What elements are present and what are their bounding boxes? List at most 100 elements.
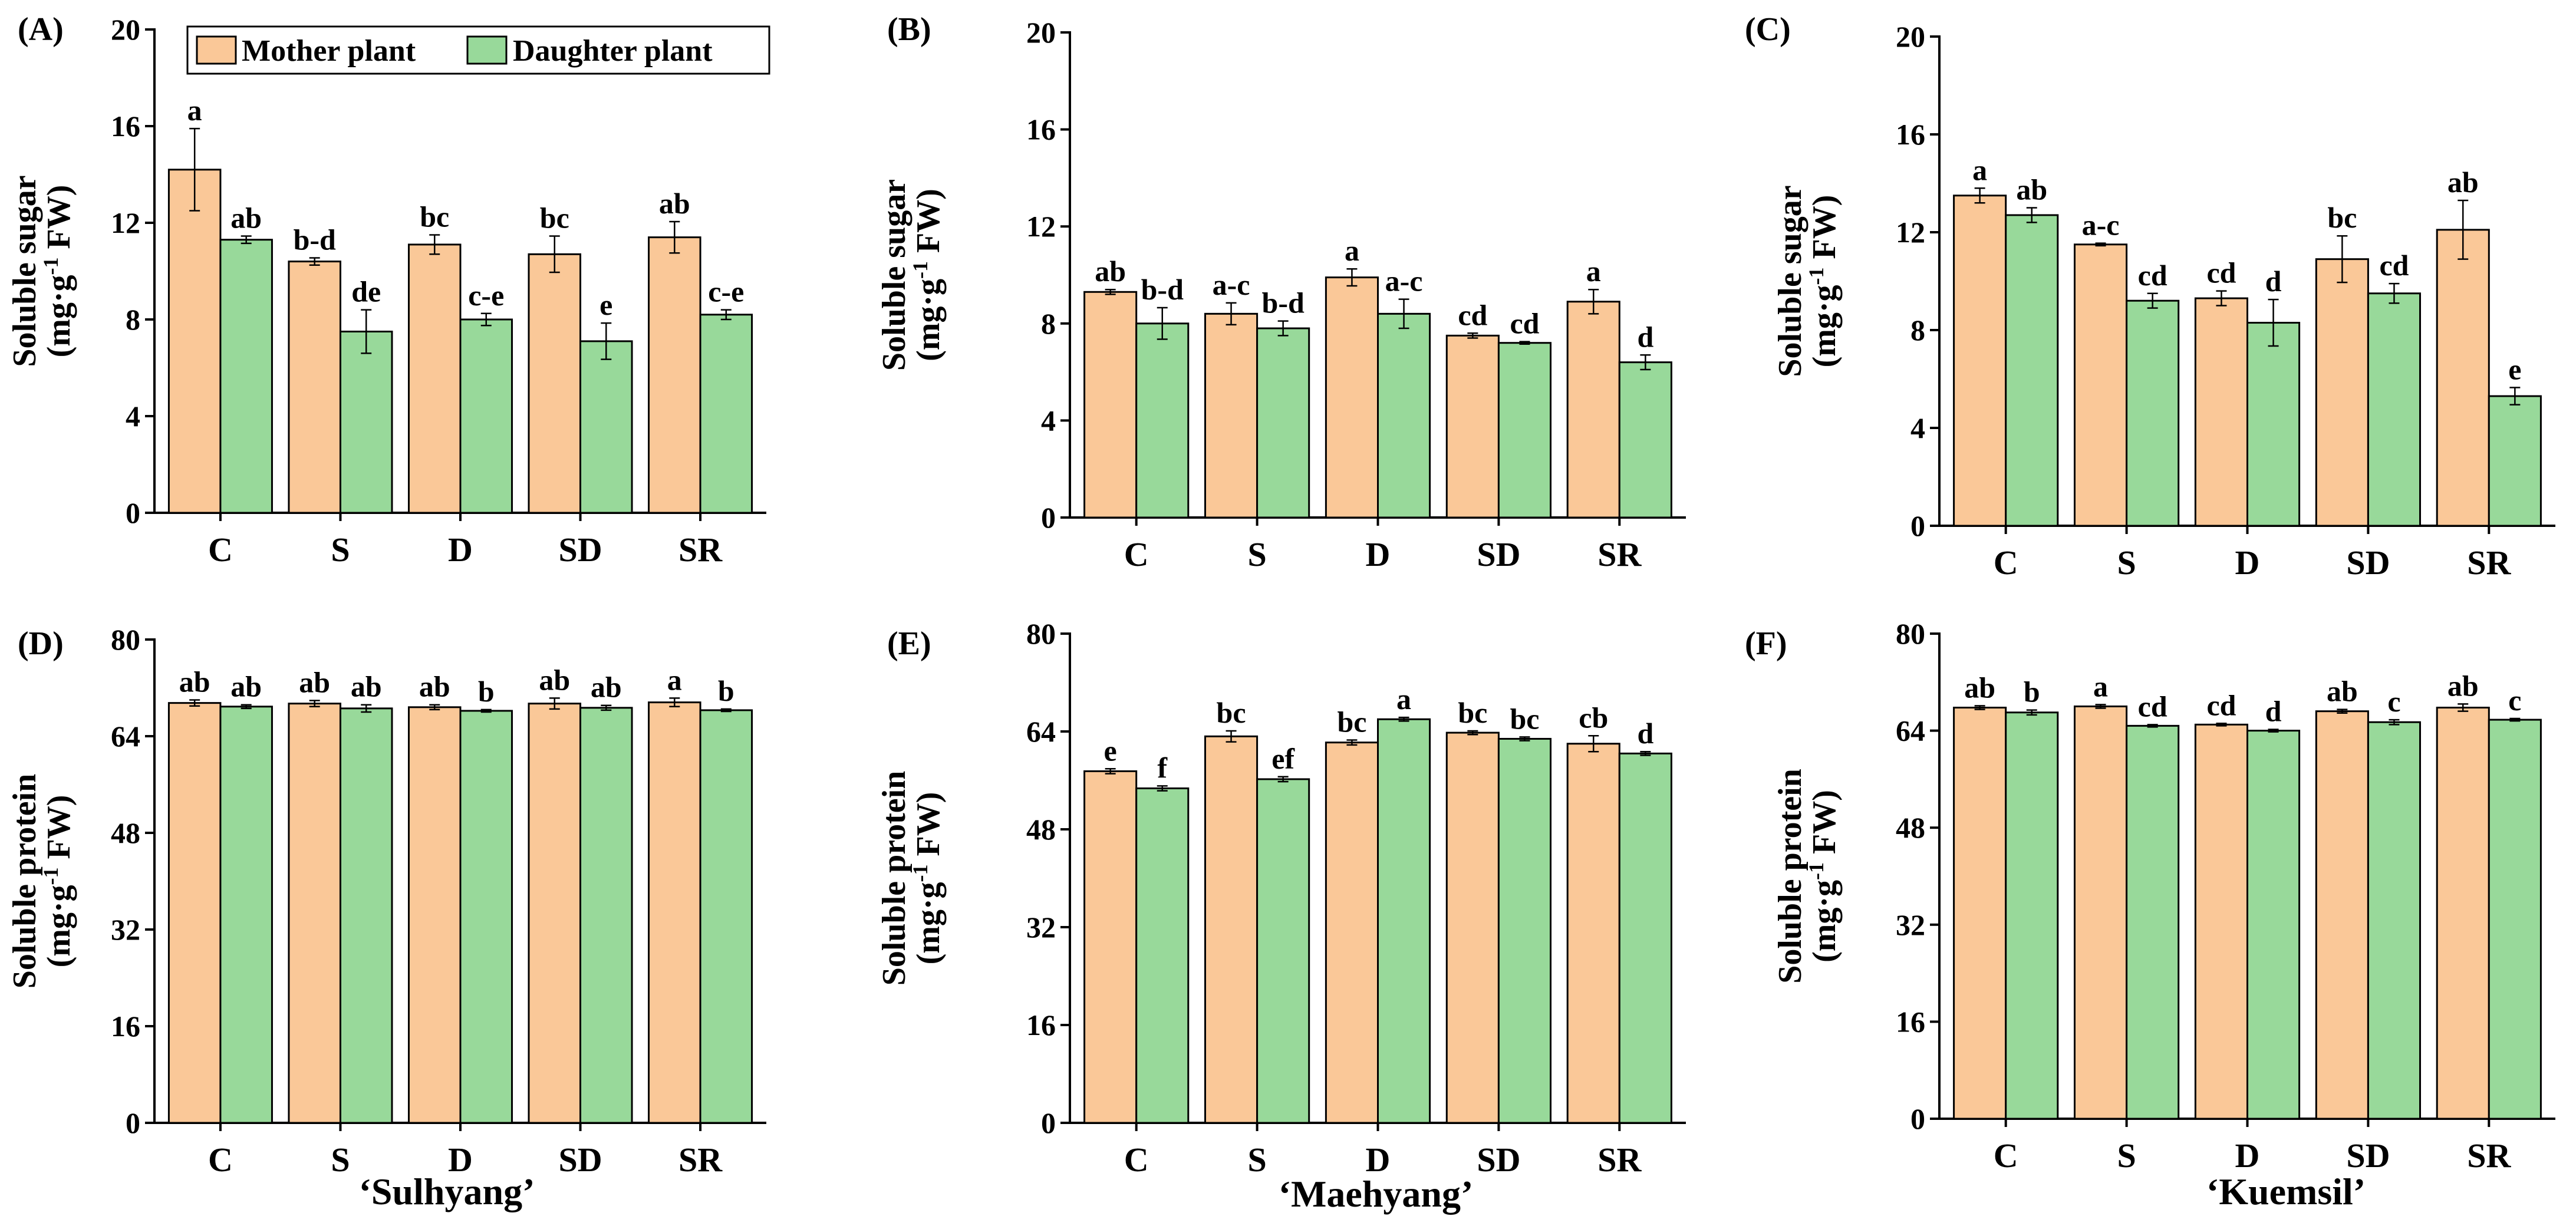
significance-letter: ab	[230, 670, 262, 703]
significance-letter: d	[2265, 265, 2282, 298]
bar-daughter-sr	[699, 709, 753, 1124]
bar-daughter-c	[1135, 787, 1190, 1124]
legend-frame	[186, 25, 770, 75]
panel-label: (E)	[887, 625, 931, 662]
x-tick-label: D	[448, 1141, 473, 1179]
y-axis-label-line2: (mg·g-1 FW)	[39, 185, 77, 358]
significance-letter: cd	[1510, 307, 1539, 340]
significance-letter: a-c	[2082, 209, 2120, 242]
significance-letter: a	[2093, 670, 2108, 703]
y-tick-label: 16	[1896, 118, 1925, 151]
significance-letter: bc	[1217, 696, 1246, 729]
significance-letter: c	[2387, 685, 2400, 718]
bar-mother-sd	[528, 253, 582, 514]
bar-mother-c	[1953, 707, 2007, 1120]
bar-mother-sd	[528, 703, 582, 1124]
bar-mother-s	[1204, 312, 1259, 519]
x-tick-label: SR	[1597, 1141, 1642, 1179]
bar-daughter-s	[2126, 724, 2180, 1120]
significance-letter: c-e	[468, 279, 504, 312]
x-tick-label: D	[1366, 1141, 1391, 1179]
bar-mother-sd	[2315, 710, 2369, 1120]
y-tick-label: 0	[1041, 501, 1056, 534]
bar-mother-s	[2073, 705, 2128, 1120]
y-tick-label: 32	[111, 913, 140, 946]
y-tick-label: 4	[126, 400, 140, 433]
y-axis-label-line1: Soluble sugar	[1772, 185, 1809, 377]
cultivar-label-kuemsil: ‘Kuemsil’	[2206, 1171, 2366, 1212]
bar-mother-c	[167, 702, 222, 1124]
y-tick-label: 12	[1896, 216, 1925, 249]
x-tick-label: SR	[678, 530, 723, 569]
significance-letter: ef	[1271, 742, 1295, 775]
significance-letter: a	[1345, 234, 1359, 267]
bar-daughter-d	[2246, 730, 2301, 1120]
significance-letter: ab	[539, 663, 570, 696]
bar-mother-sr	[648, 701, 701, 1124]
bar-daughter-c	[219, 706, 273, 1124]
y-axis-label-line1: Soluble sugar	[6, 175, 43, 367]
significance-letter: bc	[2327, 201, 2357, 234]
significance-letter: ab	[1095, 255, 1126, 288]
bar-mother-s	[288, 261, 341, 514]
y-tick-label: 16	[111, 110, 140, 143]
legend-swatch-daughter	[466, 35, 508, 65]
x-tick-label: S	[331, 1141, 350, 1179]
significance-letter: cd	[1458, 298, 1487, 331]
significance-letter: d	[1637, 320, 1653, 353]
y-tick-label: 16	[1896, 1005, 1925, 1038]
y-axis-label-line1: Soluble protein	[6, 774, 43, 989]
x-tick-label: SD	[1477, 535, 1520, 574]
y-axis-label: Soluble sugar(mg·g-1 FW)	[876, 179, 947, 371]
significance-letter: c	[2508, 684, 2521, 717]
bar-daughter-d	[459, 710, 513, 1124]
x-tick-label: S	[331, 530, 350, 569]
significance-letter: bc	[1510, 702, 1539, 735]
bar-mother-c	[1083, 291, 1138, 519]
bar-daughter-s	[339, 707, 393, 1124]
y-tick-label: 12	[111, 206, 140, 239]
y-tick-label: 64	[1896, 714, 1925, 747]
significance-letter: bc	[540, 202, 569, 235]
x-tick-label: C	[208, 1141, 233, 1179]
bar-mother-sr	[1566, 743, 1620, 1124]
bar-mother-s	[2073, 243, 2128, 527]
x-tick-label: C	[1124, 535, 1149, 574]
bar-mother-sr	[1566, 301, 1620, 519]
x-tick-label: S	[2117, 1136, 2136, 1175]
bar-mother-d	[407, 243, 462, 514]
y-tick-label: 32	[1026, 911, 1056, 944]
y-tick-label: 32	[1896, 908, 1925, 941]
significance-letter: ab	[2447, 669, 2479, 702]
significance-letter: ab	[351, 670, 382, 703]
significance-letter: ab	[2327, 675, 2358, 708]
x-tick-label: SR	[1597, 535, 1642, 574]
significance-letter: e	[599, 288, 612, 321]
bar-daughter-c	[2005, 711, 2059, 1120]
bar-mother-c	[1083, 770, 1138, 1124]
bar-daughter-d	[1377, 718, 1431, 1124]
y-axis-label-line1: Soluble protein	[1772, 769, 1809, 984]
x-tick-label: SR	[2467, 543, 2511, 582]
cultivar-label-maehyang: ‘Maehyang’	[1279, 1173, 1474, 1215]
y-axis-label-line2: (mg·g-1 FW)	[1804, 195, 1843, 368]
bar-mother-sd	[1445, 334, 1500, 519]
bar-daughter-d	[1377, 312, 1431, 519]
x-tick-label: C	[1994, 543, 2018, 582]
y-tick-label: 0	[126, 1106, 140, 1139]
bar-daughter-sr	[1618, 361, 1672, 519]
y-tick-label: 8	[1910, 314, 1925, 347]
significance-letter: cd	[2206, 256, 2236, 289]
bar-daughter-sd	[2367, 292, 2422, 527]
significance-letter: b-d	[294, 223, 336, 256]
significance-letter: ab	[2447, 166, 2479, 199]
bar-daughter-s	[339, 331, 393, 514]
y-tick-label: 4	[1041, 404, 1056, 437]
panel-label: (B)	[887, 11, 931, 48]
bar-daughter-sd	[579, 707, 633, 1124]
significance-letter: a	[1396, 683, 1411, 716]
bar-daughter-sr	[2488, 719, 2542, 1120]
x-tick-label: SR	[2467, 1136, 2511, 1175]
x-tick-label: C	[1124, 1141, 1149, 1179]
